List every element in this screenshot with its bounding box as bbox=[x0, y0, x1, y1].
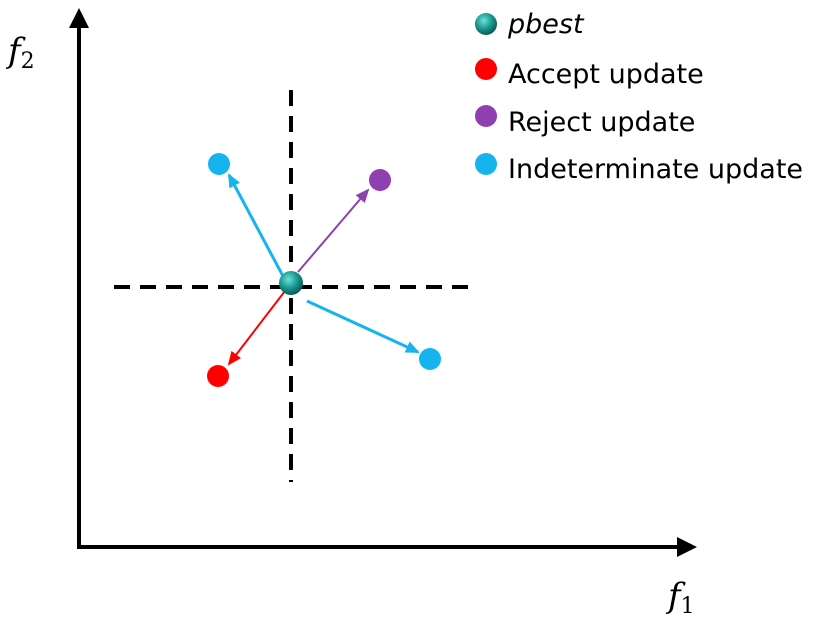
axes bbox=[69, 8, 697, 557]
update-arrows bbox=[227, 173, 420, 366]
legend-marker-indeterminate bbox=[475, 153, 497, 175]
indeterminate-arrow-lower-right bbox=[306, 299, 420, 354]
legend-label-accept: Accept update bbox=[508, 59, 704, 90]
legend-label-reject: Reject update bbox=[508, 107, 695, 138]
y-axis-label-subscript: 2 bbox=[21, 49, 35, 74]
y-axis-label: f2 bbox=[5, 31, 35, 74]
accept-point bbox=[207, 365, 229, 387]
x-axis-label-subscript: 1 bbox=[681, 594, 695, 619]
points bbox=[207, 153, 441, 387]
indeterminate-point-lower-right bbox=[419, 348, 441, 370]
y-axis-arrowhead bbox=[69, 8, 89, 28]
pbest-point bbox=[279, 271, 303, 295]
indeterminate-arrow-upper-left bbox=[227, 173, 286, 279]
accept-arrow bbox=[227, 290, 286, 366]
indeterminate-point-upper-left bbox=[208, 153, 230, 175]
legend-marker-accept bbox=[475, 58, 497, 80]
x-axis-label: f1 bbox=[665, 576, 695, 619]
x-axis-arrowhead bbox=[677, 537, 697, 557]
legend-label-indeterminate: Indeterminate update bbox=[508, 154, 803, 185]
legend-marker-reject bbox=[475, 105, 497, 127]
legend: pbest Accept update Reject update Indete… bbox=[475, 9, 803, 185]
legend-label-pbest: pbest bbox=[507, 9, 585, 40]
reject-arrow bbox=[297, 188, 370, 273]
legend-marker-pbest bbox=[475, 13, 497, 35]
reject-point bbox=[369, 169, 391, 191]
